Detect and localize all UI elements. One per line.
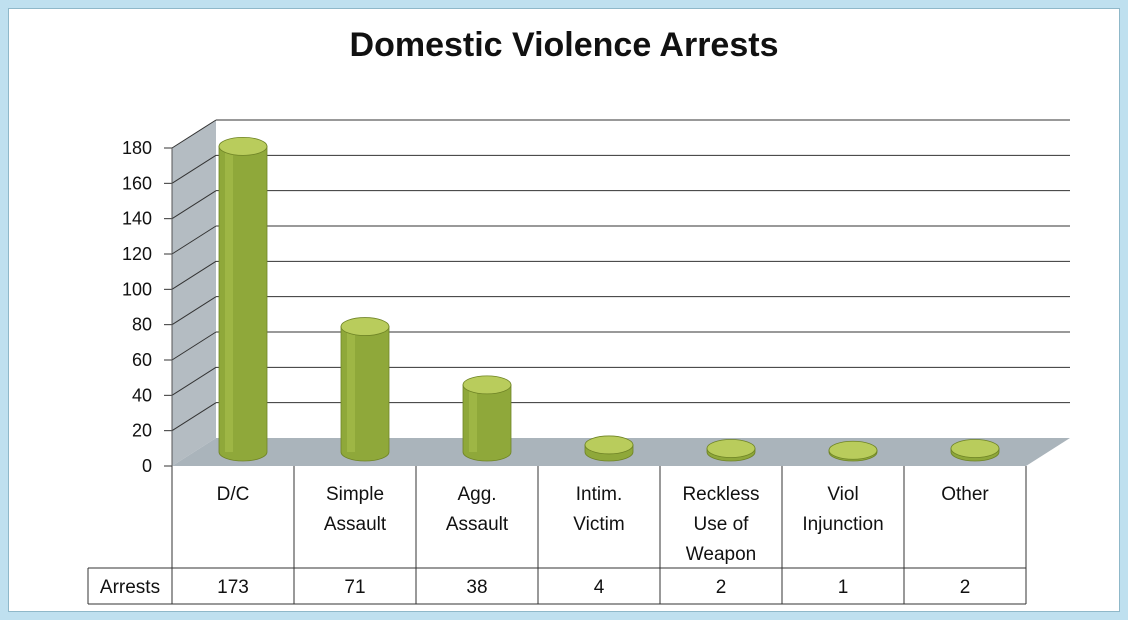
y-tick-label: 180: [122, 138, 152, 158]
x-tick-label: Assault: [446, 514, 509, 535]
series-label: Arrests: [100, 577, 160, 598]
y-tick-label: 60: [132, 350, 152, 370]
y-tick-label: 20: [132, 421, 152, 441]
bar-highlight: [347, 326, 355, 452]
bar: [340, 317, 390, 462]
data-label: 71: [344, 577, 365, 598]
bar: [462, 375, 512, 462]
y-tick-label: 120: [122, 244, 152, 264]
gridline-side: [171, 296, 217, 326]
y-tick-label: 100: [122, 279, 152, 299]
chart-title: Domestic Violence Arrests: [349, 26, 779, 64]
y-tick-label: 140: [122, 209, 152, 229]
gridline-side: [171, 190, 217, 220]
gridline-side: [171, 331, 217, 361]
gridline-side: [171, 119, 217, 149]
bar-top: [950, 439, 1000, 458]
bar-top: [706, 439, 756, 458]
gridline-side: [171, 260, 217, 290]
x-tick-label: D/C: [217, 484, 250, 505]
x-tick-label: Other: [941, 484, 989, 505]
bar-top: [218, 136, 268, 156]
x-tick-label: Victim: [573, 514, 624, 535]
y-tick-label: 160: [122, 173, 152, 193]
bar: [828, 440, 878, 462]
bar-top: [340, 317, 390, 336]
data-label: 2: [716, 577, 727, 598]
bar-highlight: [469, 384, 477, 452]
bar: [950, 439, 1000, 462]
gridline-side: [171, 366, 217, 396]
gridline-side: [171, 402, 217, 432]
bar-top: [462, 375, 512, 395]
y-tick-label: 40: [132, 385, 152, 405]
side-wall: [172, 120, 216, 466]
x-tick-label: Agg.: [457, 484, 496, 505]
bar: [584, 435, 634, 462]
x-tick-label: Use of: [694, 514, 750, 535]
x-tick-label: Reckless: [682, 484, 759, 505]
y-tick-label: 80: [132, 315, 152, 335]
x-tick-label: Assault: [324, 514, 387, 535]
bar: [218, 136, 268, 462]
data-label: 4: [594, 577, 605, 598]
bar: [706, 439, 756, 462]
gridline-side: [171, 225, 217, 255]
x-tick-label: Weapon: [686, 544, 756, 565]
data-label: 173: [217, 577, 249, 598]
x-tick-label: Intim.: [576, 484, 622, 505]
data-label: 2: [960, 577, 971, 598]
data-label: 38: [466, 577, 487, 598]
x-tick-label: Injunction: [802, 514, 883, 535]
data-label: 1: [838, 577, 849, 598]
y-tick-label: 0: [142, 456, 152, 476]
bar-highlight: [225, 146, 233, 452]
x-tick-label: Simple: [326, 484, 384, 505]
bar-top: [584, 435, 634, 455]
gridline-side: [171, 154, 217, 184]
bar-top: [828, 440, 878, 460]
x-tick-label: Viol: [827, 484, 858, 505]
